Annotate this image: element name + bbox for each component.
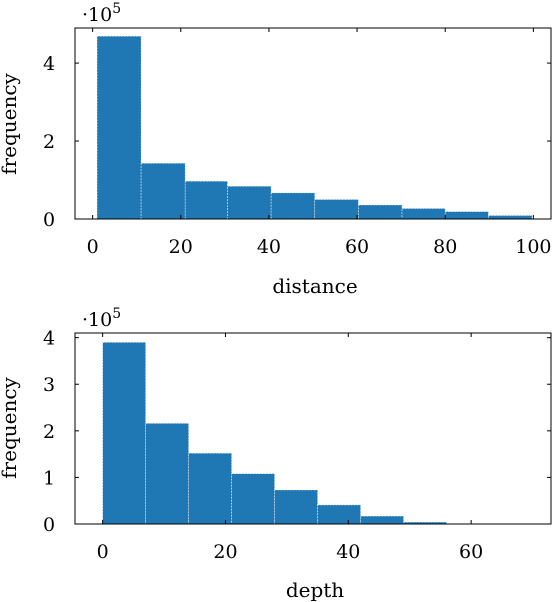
depth-y-tick-label: 0 <box>43 514 55 536</box>
distance-histogram-panel: 0 20 40 60 80 100 0 2 4 ·105 frequency distance <box>0 1 552 298</box>
distance-bars <box>96 35 533 220</box>
distance-bar-3 <box>184 180 228 220</box>
distance-x-tick-label: 60 <box>345 236 369 258</box>
depth-x-ticks: 0 20 40 60 <box>97 333 483 563</box>
distance-plot-frame <box>74 27 552 220</box>
depth-y-tick-label: 4 <box>43 328 55 350</box>
distance-scale-multiplier: ·105 <box>82 1 121 26</box>
depth-y-ticks: 0 1 2 3 4 <box>43 328 551 536</box>
depth-bars <box>102 342 533 525</box>
depth-y-axis-label: frequency <box>0 376 21 478</box>
depth-bar-7 <box>360 515 404 525</box>
distance-bar-10 <box>488 215 533 220</box>
depth-bar-6 <box>317 504 361 525</box>
depth-scale-multiplier: ·105 <box>82 306 121 331</box>
distance-x-tick-label: 100 <box>515 236 551 258</box>
distance-bar-2 <box>140 162 186 220</box>
depth-x-tick-label: 20 <box>213 541 237 563</box>
depth-x-tick-label: 60 <box>459 541 483 563</box>
distance-bar-8 <box>401 208 446 220</box>
depth-x-tick-label: 0 <box>97 541 109 563</box>
depth-bar-4 <box>231 473 275 525</box>
depth-histogram-panel: 0 20 40 60 0 1 2 3 4 ·105 frequency depth <box>0 306 552 602</box>
depth-x-axis-label: depth <box>286 578 344 602</box>
depth-y-tick-label: 3 <box>43 374 55 396</box>
distance-x-tick-label: 0 <box>87 236 99 258</box>
distance-x-ticks: 0 20 40 60 80 100 <box>87 28 552 258</box>
depth-bar-1 <box>102 342 146 525</box>
distance-x-tick-label: 20 <box>169 236 193 258</box>
depth-bar-2 <box>145 423 189 525</box>
depth-x-tick-label: 40 <box>336 541 360 563</box>
distance-bar-9 <box>444 211 489 220</box>
distance-y-tick-label: 4 <box>43 53 55 75</box>
distance-x-axis-label: distance <box>272 274 357 298</box>
distance-x-tick-label: 40 <box>257 236 281 258</box>
depth-bar-5 <box>274 489 318 525</box>
distance-y-tick-label: 0 <box>43 209 55 231</box>
depth-plot-frame <box>74 332 552 525</box>
distance-x-tick-label: 80 <box>433 236 457 258</box>
distance-y-tick-label: 2 <box>43 131 55 153</box>
depth-y-tick-label: 1 <box>43 467 55 489</box>
depth-y-tick-label: 2 <box>43 421 55 443</box>
distance-bar-5 <box>270 192 316 220</box>
distance-bar-1 <box>96 35 142 220</box>
distance-bar-6 <box>314 199 359 220</box>
distance-y-axis-label: frequency <box>0 72 21 174</box>
depth-bar-3 <box>188 452 232 525</box>
distance-bar-7 <box>358 204 403 220</box>
distance-y-ticks: 0 2 4 <box>43 53 551 231</box>
distance-bar-4 <box>227 185 272 220</box>
